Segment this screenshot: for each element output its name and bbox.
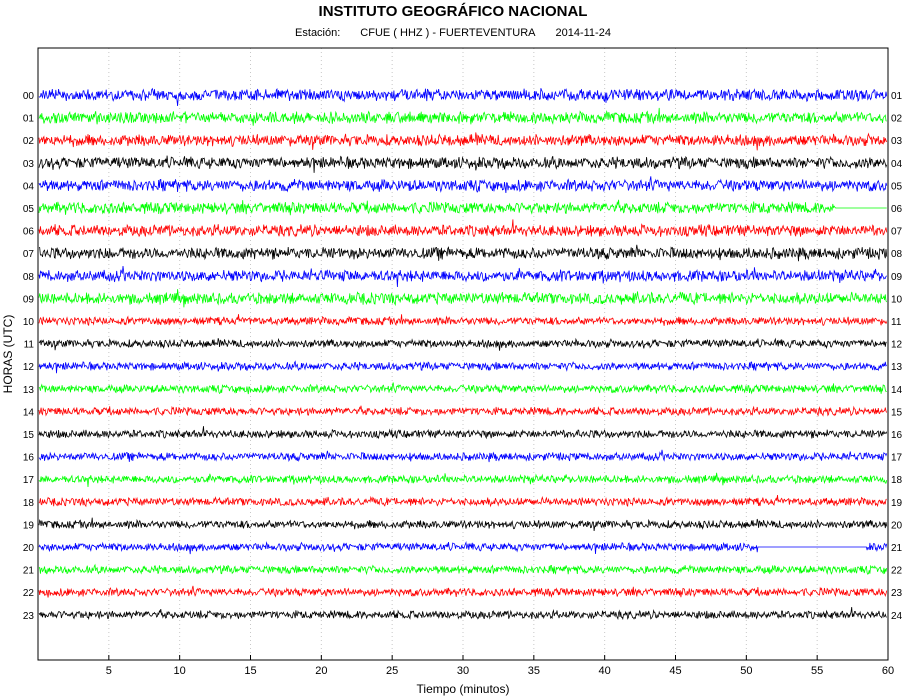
trace-hour-20 xyxy=(38,540,888,555)
station-name: CFUE ( HHZ ) - FUERTEVENTURA xyxy=(360,27,536,39)
hour-label-right: 21 xyxy=(891,543,903,554)
hour-label-left: 20 xyxy=(23,543,35,554)
hour-label-left: 01 xyxy=(23,114,35,125)
hour-label-left: 19 xyxy=(23,520,35,531)
record-date: 2014-11-24 xyxy=(555,27,611,39)
x-tick-label: 60 xyxy=(882,665,894,677)
hour-label-left: 09 xyxy=(23,294,35,305)
hour-label-left: 06 xyxy=(23,227,35,238)
hour-label-left: 21 xyxy=(23,566,35,577)
trace-hour-12 xyxy=(38,360,888,374)
hour-label-right: 03 xyxy=(891,136,903,147)
hour-label-right: 05 xyxy=(891,181,903,192)
hour-label-left: 17 xyxy=(23,475,35,486)
x-tick-label: 5 xyxy=(106,665,112,677)
hour-label-right: 19 xyxy=(891,498,903,509)
trace-hour-07 xyxy=(38,244,888,262)
hour-label-left: 16 xyxy=(23,453,35,464)
hour-label-left: 14 xyxy=(23,407,35,418)
traces xyxy=(38,87,888,621)
x-axis-title: Tiempo (minutos) xyxy=(417,682,510,696)
trace-hour-22 xyxy=(38,585,888,598)
hour-label-left: 23 xyxy=(23,611,35,622)
hour-label-left: 13 xyxy=(23,385,35,396)
trace-hour-04 xyxy=(38,176,888,194)
trace-hour-15 xyxy=(38,426,888,440)
x-tick-label: 10 xyxy=(174,665,186,677)
hour-labels: 00 01 01 02 02 03 03 04 04 05 05 06 06 07 07 08 08 09 09 10… xyxy=(23,91,903,622)
trace-hour-09 xyxy=(38,289,888,308)
hour-label-left: 15 xyxy=(23,430,35,441)
hour-label-left: 08 xyxy=(23,272,35,283)
x-axis: 5 10 15 20 25 30 35 40 45 50 55 60 xyxy=(106,655,894,677)
hour-label-left: 11 xyxy=(24,340,35,351)
y-axis-title: HORAS (UTC) xyxy=(1,315,15,394)
x-tick-label: 25 xyxy=(386,665,398,677)
hour-label-left: 10 xyxy=(23,317,35,328)
trace-hour-10 xyxy=(38,314,888,327)
trace-hour-11 xyxy=(38,337,887,351)
x-tick-label: 35 xyxy=(528,665,540,677)
hour-label-right: 23 xyxy=(891,588,903,599)
hour-label-right: 08 xyxy=(891,249,903,260)
hour-label-right: 14 xyxy=(891,385,903,396)
trace-hour-01 xyxy=(38,107,887,126)
hour-label-left: 02 xyxy=(23,136,35,147)
hour-label-right: 13 xyxy=(891,362,903,373)
trace-hour-00 xyxy=(38,87,888,107)
hour-label-left: 05 xyxy=(23,204,35,215)
hour-label-left: 07 xyxy=(23,249,35,260)
trace-hour-17 xyxy=(38,472,888,488)
hour-label-right: 07 xyxy=(891,227,903,238)
trace-hour-03 xyxy=(38,155,888,173)
hour-label-left: 04 xyxy=(23,181,35,192)
hour-label-right: 24 xyxy=(891,611,903,622)
chart-subtitle: Estación: CFUE ( HHZ ) - FUERTEVENTURA 201… xyxy=(0,27,906,39)
hour-label-right: 22 xyxy=(891,566,903,577)
x-tick-label: 20 xyxy=(315,665,327,677)
x-tick-label: 55 xyxy=(811,665,823,677)
hour-label-left: 18 xyxy=(23,498,35,509)
hour-label-left: 12 xyxy=(23,362,35,373)
hour-label-right: 10 xyxy=(891,294,903,305)
trace-hour-06 xyxy=(38,219,888,238)
hour-label-right: 01 xyxy=(891,91,903,102)
trace-hour-14 xyxy=(38,405,888,417)
hour-label-left: 03 xyxy=(23,159,35,170)
hour-label-right: 02 xyxy=(891,114,903,125)
x-tick-label: 15 xyxy=(244,665,256,677)
hour-label-left: 00 xyxy=(23,91,35,102)
x-tick-label: 40 xyxy=(599,665,611,677)
hour-label-right: 09 xyxy=(891,272,903,283)
trace-hour-08 xyxy=(38,265,887,288)
trace-hour-21 xyxy=(38,563,888,576)
hour-label-right: 06 xyxy=(891,204,903,215)
trace-hour-18 xyxy=(38,494,887,508)
hour-label-right: 12 xyxy=(891,340,903,351)
hour-label-right: 11 xyxy=(891,317,902,328)
trace-hour-19 xyxy=(38,517,888,532)
chart-title: INSTITUTO GEOGRÁFICO NACIONAL xyxy=(318,3,588,20)
trace-hour-23 xyxy=(38,606,887,621)
hour-label-right: 18 xyxy=(891,475,903,486)
station-label: Estación: xyxy=(295,27,341,39)
trace-hour-16 xyxy=(38,449,888,463)
x-tick-label: 45 xyxy=(669,665,681,677)
plot-area xyxy=(38,48,888,660)
trace-hour-13 xyxy=(38,382,887,395)
hour-label-right: 20 xyxy=(891,520,903,531)
hour-label-right: 17 xyxy=(891,453,903,464)
x-tick-label: 50 xyxy=(740,665,752,677)
hour-label-left: 22 xyxy=(23,588,35,599)
hour-label-right: 16 xyxy=(891,430,903,441)
trace-hour-05 xyxy=(38,199,887,216)
hour-label-right: 15 xyxy=(891,407,903,418)
hour-label-right: 04 xyxy=(891,159,903,170)
x-tick-label: 30 xyxy=(457,665,469,677)
trace-hour-02 xyxy=(38,132,888,151)
